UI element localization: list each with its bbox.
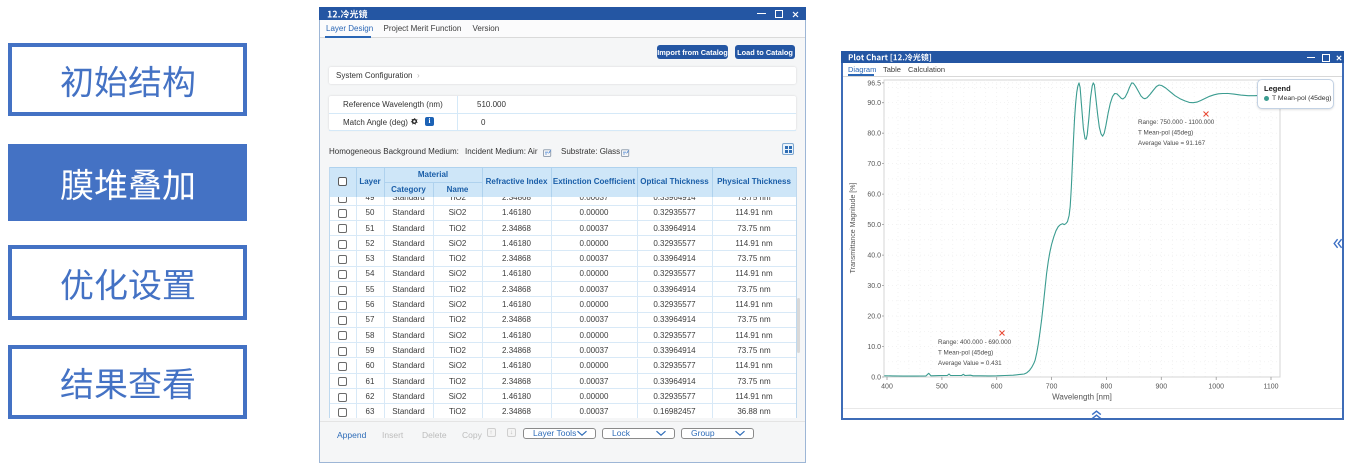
svg-text:T Mean-pol (45deg): T Mean-pol (45deg)	[938, 350, 993, 357]
svg-text:Average Value = 0.431: Average Value = 0.431	[938, 360, 1002, 367]
svg-text:Wavelength [nm]: Wavelength [nm]	[1052, 393, 1112, 402]
svg-text:60.0: 60.0	[867, 192, 881, 199]
svg-text:50.0: 50.0	[867, 222, 881, 229]
svg-text:90.0: 90.0	[867, 100, 881, 107]
svg-text:400: 400	[881, 384, 893, 391]
svg-text:600: 600	[991, 384, 1003, 391]
svg-text:40.0: 40.0	[867, 253, 881, 260]
svg-text:800: 800	[1101, 384, 1113, 391]
svg-text:1000: 1000	[1208, 384, 1224, 391]
svg-text:96.5: 96.5	[867, 80, 881, 87]
svg-text:Range: 750.000 - 1100.000: Range: 750.000 - 1100.000	[1138, 119, 1215, 126]
svg-text:Range: 400.000 - 690.000: Range: 400.000 - 690.000	[938, 339, 1012, 346]
svg-text:20.0: 20.0	[867, 314, 881, 321]
svg-text:10.0: 10.0	[867, 344, 881, 351]
svg-text:Transmittance Magnitude [%]: Transmittance Magnitude [%]	[850, 183, 857, 274]
svg-text:Average Value = 91.167: Average Value = 91.167	[1138, 140, 1206, 147]
svg-text:T Mean-pol (45deg): T Mean-pol (45deg)	[1138, 130, 1193, 137]
svg-text:500: 500	[936, 384, 948, 391]
svg-text:700: 700	[1046, 384, 1058, 391]
svg-text:70.0: 70.0	[867, 161, 881, 168]
svg-text:1100: 1100	[1263, 384, 1278, 391]
svg-text:80.0: 80.0	[867, 131, 881, 138]
svg-text:30.0: 30.0	[867, 283, 881, 290]
svg-text:0.0: 0.0	[871, 375, 881, 382]
svg-text:900: 900	[1155, 384, 1167, 391]
